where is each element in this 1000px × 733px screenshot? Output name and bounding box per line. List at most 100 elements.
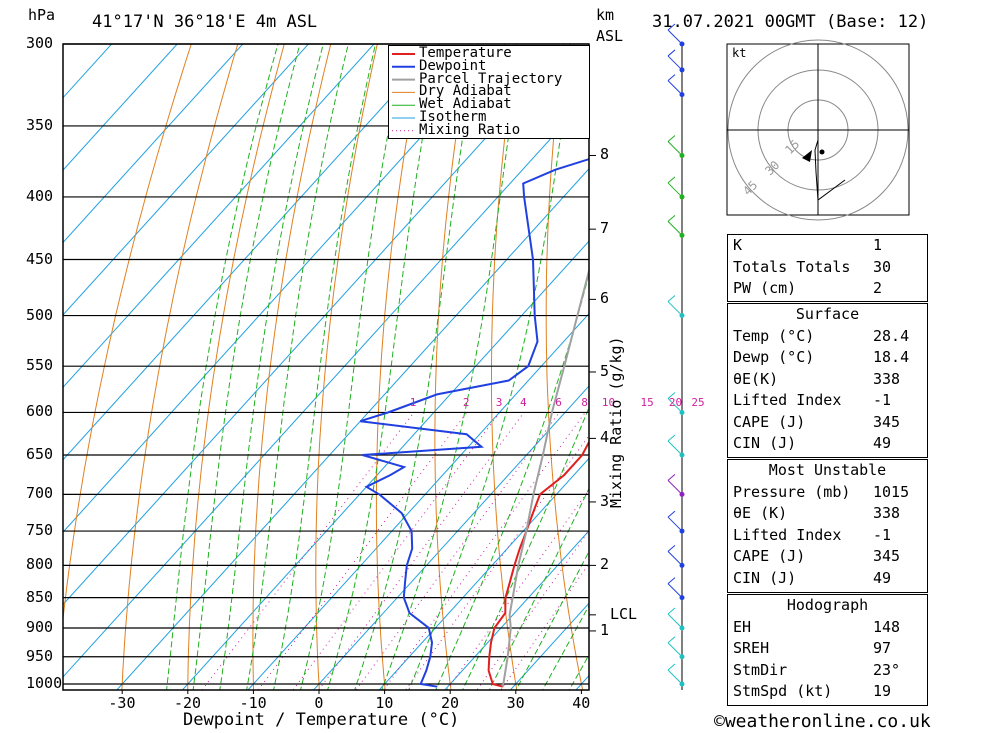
table-row: CAPE (J) 345 [728, 546, 927, 568]
table-value: 49 [873, 568, 892, 587]
table-key: CAPE (J) [733, 547, 806, 565]
isotherm-line [378, 457, 589, 690]
hodograph-trace [814, 139, 846, 201]
table-value: -1 [873, 391, 892, 409]
table-key: PW (cm) [733, 279, 797, 297]
mixing-ratio-label: 10 [601, 396, 616, 409]
table-row: CAPE (J) 345 [728, 412, 927, 434]
wet-adiabat-line [381, 44, 523, 690]
table-value: 1 [873, 236, 883, 254]
dry-adiabat-line [315, 44, 378, 690]
wind-barb [667, 29, 683, 45]
table-row: Dewp (°C) 18.4 [728, 347, 927, 369]
pressure-tick-label: 450 [26, 249, 54, 268]
wet-adiabat-line [192, 44, 301, 690]
wind-barb-feather [667, 214, 676, 222]
table-value: 2 [873, 279, 883, 297]
wind-barb [667, 398, 683, 413]
table-row: CIN (J) 49 [728, 568, 927, 590]
table-key: CIN (J) [733, 568, 797, 587]
table-row: Lifted Index -1 [728, 390, 927, 412]
wind-barb-feather [667, 434, 676, 442]
table-row: θE (K) 338 [728, 503, 927, 525]
wind-barb [667, 516, 683, 532]
dry-adiabat-line [187, 44, 285, 690]
km-tick-label: 1 [600, 620, 610, 639]
isotherm-line [0, 7, 14, 710]
background-lines [0, 7, 1000, 710]
dry-adiabat-line [434, 44, 471, 690]
wet-adiabat-line [488, 487, 589, 690]
legend-item: Temperature [419, 45, 512, 61]
wind-barb-feather [667, 176, 676, 184]
location-title: 41°17'N 36°18'E 4m ASL [92, 12, 318, 32]
table-key: Dewp (°C) [733, 348, 815, 366]
table-value: 97 [873, 639, 892, 657]
wind-barb-feather [667, 663, 676, 671]
mixing-ratio-label: 20 [668, 396, 683, 409]
pressure-tick-label: 300 [26, 34, 54, 52]
pressure-tick-label: 900 [26, 617, 54, 636]
dry-adiabat-line [933, 7, 1000, 710]
mixing-ratio-label: 8 [581, 396, 588, 409]
mixing-ratio-label: 4 [519, 396, 527, 409]
temp-tick-label: 40 [572, 694, 591, 712]
wind-barb [667, 551, 683, 566]
temp-tick-label: 0 [314, 694, 324, 712]
temp-tick-label: -10 [239, 694, 267, 712]
wind-barb [667, 480, 683, 495]
legend-item: Parcel Trajectory [419, 70, 563, 87]
footer-credit: ©weatheronline.co.uk [714, 711, 931, 732]
table-value: 338 [873, 369, 901, 388]
table-key: K [733, 236, 743, 254]
temp-tick-label: 30 [506, 694, 525, 712]
mixing-ratio-label: 15 [640, 396, 654, 409]
wind-barb [667, 642, 683, 658]
table-key: θE(K) [733, 369, 779, 388]
legend-item: Dewpoint [419, 57, 487, 74]
dry-adiabat-line [979, 7, 1000, 710]
wind-barb [667, 55, 683, 71]
temp-tick-label: -20 [174, 694, 202, 712]
legend-item: Wet Adiabat [419, 96, 512, 113]
table-title: Surface [795, 305, 860, 323]
mixing-ratio-label: 2 [462, 396, 470, 409]
wind-barb [667, 182, 683, 198]
table-key: Pressure (mb) [733, 482, 851, 501]
table-key: StmSpd (kt) [733, 682, 833, 700]
asl-unit-label: ASL [596, 27, 624, 45]
axis-ticks [121, 154, 596, 694]
isotherm-line [63, 44, 178, 171]
table-row: StmSpd (kt) 19 [728, 681, 927, 703]
mixing-ratio-label: 25 [691, 396, 705, 409]
table-key: Lifted Index [733, 391, 842, 409]
pressure-tick-label: 800 [26, 555, 54, 574]
table-row: PW (cm) 2 [728, 278, 927, 300]
plot-frame [62, 43, 590, 691]
table-row: Lifted Index -1 [728, 525, 927, 547]
mixing-ratio-line [355, 412, 560, 690]
wind-barb-feather [667, 577, 676, 584]
dry-adiabat-line [375, 44, 425, 690]
wind-barb [667, 613, 683, 629]
most-unstable-table: Most Unstable Pressure (mb) 1015 θE (K) 338 L… [727, 459, 928, 593]
temperature-profile [487, 440, 589, 688]
storm-motion-marker [802, 150, 812, 162]
pressure-tick-label: 650 [26, 445, 54, 463]
wind-barb-feather [667, 607, 676, 615]
table-key: EH [733, 617, 752, 636]
temp-tick-label: -30 [108, 694, 136, 712]
pressure-tick-label: 350 [26, 115, 54, 134]
hodograph-table: Hodograph EH 148 SREH 97 StmDir 23° StmSpd (kt)… [727, 594, 928, 706]
pressure-tick-label: 600 [26, 402, 54, 421]
mixing-ratio-line [201, 412, 415, 690]
table-row: EH 148 [728, 617, 927, 639]
km-tick-label: 3 [600, 491, 610, 510]
wind-barb [667, 583, 683, 598]
legend: Temperature Dewpoint Parcel Trajectory Dry … [388, 45, 590, 139]
hodograph-unit: kt [732, 46, 747, 60]
wet-adiabat-line [219, 44, 324, 690]
isotherm-line [312, 385, 589, 690]
